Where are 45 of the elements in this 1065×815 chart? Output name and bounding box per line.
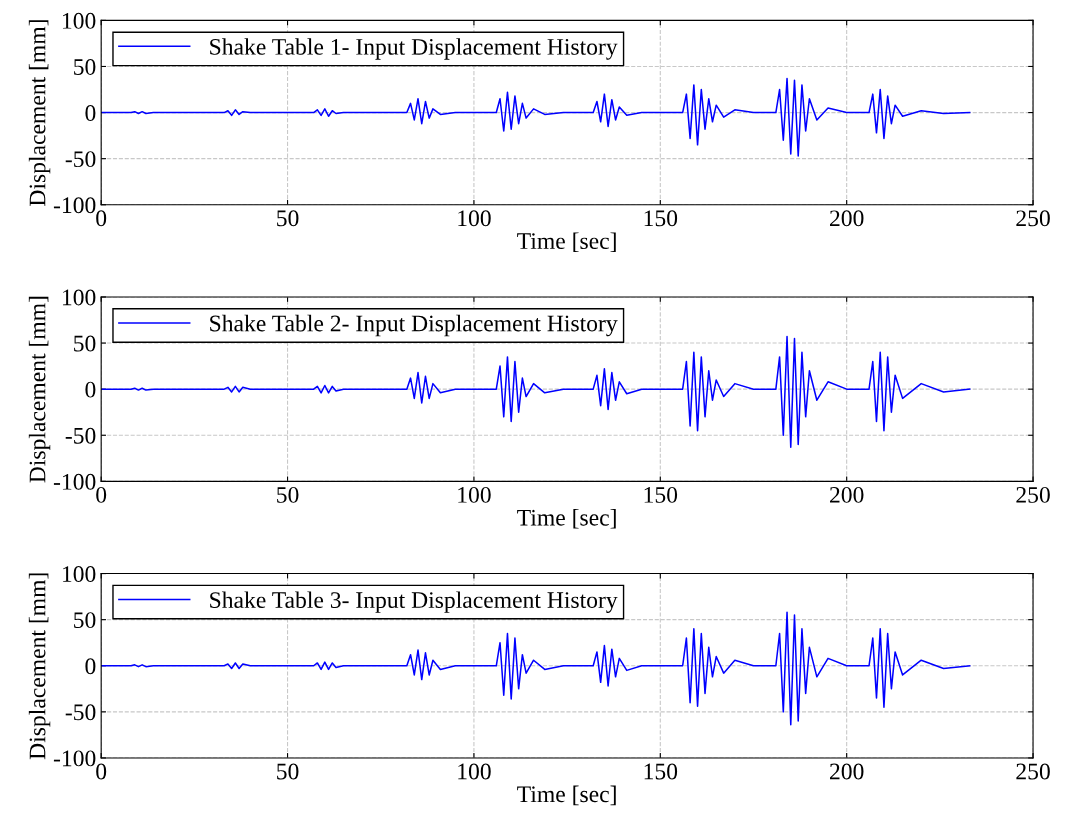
x-tick-label: 150 — [644, 486, 678, 503]
y-tick-label: 0 — [85, 658, 96, 675]
y-tick-label: 50 — [74, 335, 96, 352]
x-tick-label: 100 — [458, 210, 491, 227]
legend-label: Shake Table 3- Input Displacement History — [210, 591, 618, 613]
y-axis-title: Displacement [mm] — [28, 20, 51, 206]
y-tick-label: -100 — [53, 473, 96, 490]
y-axis-title: Displacement [mm] — [28, 573, 51, 760]
legend-label: Shake Table 2- Input Displacement History — [210, 314, 618, 337]
x-tick-label: 200 — [830, 486, 864, 503]
x-tick-label: 100 — [458, 486, 491, 503]
x-tick-label: 150 — [644, 210, 678, 227]
x-tick-label: 200 — [830, 210, 864, 227]
y-tick-label: 100 — [62, 566, 96, 582]
x-axis-title: Time [sec] — [517, 509, 616, 529]
y-tick-label: 50 — [74, 58, 96, 75]
x-tick-label: 200 — [830, 763, 864, 780]
x-tick-label: 50 — [277, 763, 299, 780]
y-tick-label: 0 — [85, 381, 96, 398]
legend-label: Shake Table 1- Input Displacement History — [210, 38, 618, 60]
line-series — [101, 77, 971, 157]
x-tick-label: 0 — [96, 210, 107, 227]
x-tick-label: 100 — [458, 763, 491, 780]
x-tick-label: 150 — [644, 763, 678, 780]
x-tick-label: 50 — [277, 210, 299, 227]
y-tick-label: -100 — [53, 197, 96, 214]
x-tick-label: 250 — [1016, 486, 1050, 503]
x-tick-label: 0 — [96, 763, 107, 780]
line-series — [101, 611, 971, 726]
y-tick-label: -100 — [53, 750, 96, 767]
y-tick-label: 0 — [85, 105, 96, 121]
x-axis-title: Time [sec] — [517, 232, 616, 252]
x-tick-label: 250 — [1016, 210, 1050, 227]
x-tick-label: 250 — [1016, 763, 1050, 780]
x-tick-label: 50 — [277, 486, 299, 503]
y-tick-label: -50 — [65, 704, 96, 721]
y-axis-title: Displacement [mm] — [28, 296, 51, 483]
y-tick-label: -50 — [65, 151, 96, 168]
y-tick-label: 100 — [62, 12, 96, 29]
x-axis-title: Time [sec] — [517, 785, 616, 806]
line-series — [101, 335, 971, 449]
y-tick-label: 50 — [74, 612, 96, 629]
x-tick-label: 0 — [96, 486, 107, 503]
y-tick-label: 100 — [62, 289, 96, 306]
y-tick-label: -50 — [65, 427, 96, 444]
